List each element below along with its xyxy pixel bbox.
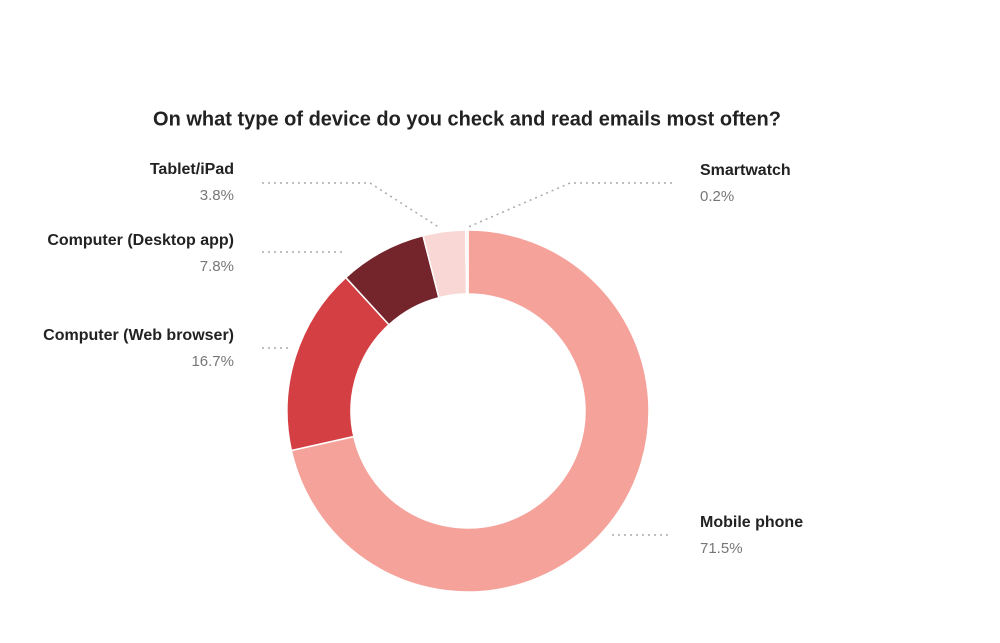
leader-line xyxy=(465,182,672,229)
slice-label: Tablet/iPad xyxy=(150,161,234,178)
slice-label: Computer (Web browser) xyxy=(43,327,234,344)
chart-title: On what type of device do you check and … xyxy=(153,108,781,130)
donut-slice xyxy=(290,229,650,593)
slice-value-label: 7.8% xyxy=(200,258,234,275)
donut-slice xyxy=(464,229,469,295)
slice-value-label: 3.8% xyxy=(200,187,234,204)
slice-label: Mobile phone xyxy=(700,514,803,531)
leader-line xyxy=(262,182,441,229)
slice-value-label: 0.2% xyxy=(700,188,734,205)
slice-label: Computer (Desktop app) xyxy=(47,232,234,249)
slice-value-label: 71.5% xyxy=(700,540,743,557)
slice-label: Smartwatch xyxy=(700,162,791,179)
slice-value-label: 16.7% xyxy=(191,353,234,370)
